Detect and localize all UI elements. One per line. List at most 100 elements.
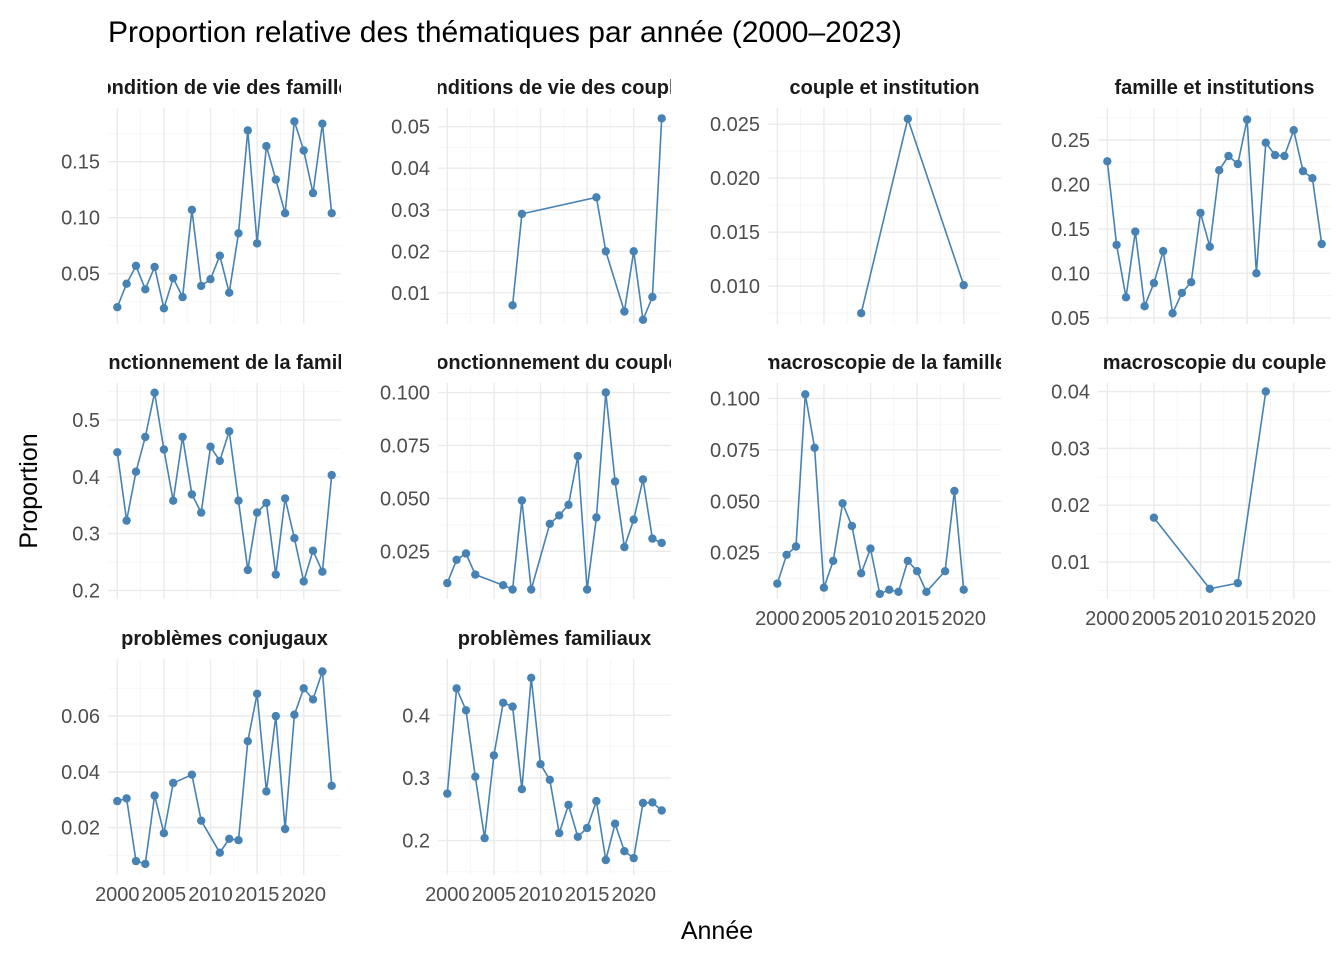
data-point	[582, 585, 592, 594]
y-tick-label: 0.075	[380, 435, 430, 457]
data-point	[1317, 239, 1326, 249]
chart-title: Proportion relative des thématiques par …	[108, 16, 902, 49]
data-point	[1270, 150, 1280, 160]
x-tick-label: 2000	[755, 608, 800, 630]
panel-2: 0.01 0.02 0.03 0.04 0.05 conditions de vie de…	[391, 77, 697, 324]
data-point	[327, 470, 336, 480]
x-tick-label: 2010	[848, 608, 893, 630]
x-tick-label: 2015	[565, 884, 610, 906]
data-point	[150, 388, 159, 397]
y-tick-label: 0.075	[710, 440, 760, 462]
facet-title: famille et institutions	[1114, 77, 1314, 99]
facet-title: couple et institution	[790, 77, 980, 99]
data-point	[243, 737, 252, 746]
data-point	[508, 301, 517, 310]
panel-5: 0.2 0.3 0.4 0.5 fonctionnement de la famille	[72, 353, 341, 602]
data-point	[308, 695, 318, 704]
data-point	[582, 823, 592, 833]
data-point	[819, 583, 829, 592]
data-point	[262, 141, 271, 151]
y-tick-label: 0.4	[402, 705, 430, 727]
y-tick-label: 0.15	[1051, 219, 1090, 241]
data-point	[271, 175, 280, 184]
data-point	[443, 789, 452, 798]
data-point	[1308, 174, 1317, 183]
data-point	[903, 114, 912, 124]
data-point	[1168, 309, 1177, 318]
data-point	[629, 853, 638, 863]
x-tick-label: 2020	[1271, 608, 1316, 630]
data-point	[215, 848, 224, 857]
data-point	[564, 500, 573, 509]
data-point	[215, 251, 224, 260]
y-tick-label: 0.02	[391, 241, 430, 263]
data-point	[1215, 166, 1224, 175]
data-point	[592, 796, 601, 806]
data-point	[950, 486, 959, 496]
data-point	[638, 315, 648, 324]
data-point	[657, 538, 666, 548]
data-point	[610, 819, 620, 828]
data-point	[555, 511, 564, 520]
data-point	[1187, 278, 1196, 287]
data-point	[280, 209, 290, 218]
series-line	[860, 115, 965, 314]
data-point	[508, 702, 517, 711]
data-point	[122, 516, 131, 525]
y-tick-label: 0.020	[710, 168, 760, 190]
y-tick-label: 0.2	[402, 831, 430, 853]
data-point	[318, 667, 327, 676]
x-tick-label: 2005	[142, 884, 187, 906]
data-point	[461, 549, 471, 558]
data-point	[243, 565, 252, 575]
data-point	[782, 550, 791, 559]
x-tick-label: 2005	[472, 884, 517, 906]
data-point	[620, 307, 629, 316]
x-tick-label: 2000	[95, 884, 140, 906]
data-point	[169, 496, 178, 505]
y-tick-label: 0.04	[61, 762, 100, 784]
data-point	[234, 836, 243, 845]
data-point	[187, 770, 197, 779]
data-point	[517, 496, 527, 505]
data-point	[912, 567, 922, 576]
data-point	[857, 569, 866, 578]
y-tick-label: 0.5	[72, 410, 100, 432]
y-tick-label: 0.2	[72, 580, 100, 602]
data-point	[225, 288, 234, 297]
y-tick-label: 0.01	[1051, 552, 1090, 574]
data-point	[1205, 242, 1215, 251]
x-tick-label: 2005	[1132, 608, 1177, 630]
data-point	[508, 585, 517, 594]
data-point	[573, 451, 582, 461]
data-point	[308, 188, 318, 198]
data-point	[471, 772, 480, 781]
data-point	[225, 834, 234, 843]
y-tick-label: 0.05	[1051, 308, 1090, 330]
data-point	[1159, 246, 1168, 256]
data-point	[857, 309, 866, 318]
data-point	[592, 193, 601, 202]
data-point	[629, 247, 638, 256]
facet-title: conditions de vie des couples	[412, 77, 697, 99]
data-point	[489, 751, 499, 760]
data-point	[471, 570, 480, 579]
data-point	[545, 519, 554, 528]
data-point	[527, 585, 536, 594]
data-point	[299, 684, 308, 693]
data-point	[290, 710, 299, 719]
data-point	[1224, 151, 1233, 161]
data-point	[1177, 288, 1187, 298]
data-point	[113, 303, 122, 312]
y-tick-label: 0.15	[61, 152, 100, 174]
data-point	[638, 475, 648, 484]
data-point	[620, 542, 629, 552]
data-point	[122, 279, 131, 288]
data-point	[1205, 584, 1215, 593]
data-point	[271, 570, 280, 579]
data-point	[327, 209, 336, 218]
y-tick-label: 0.025	[710, 114, 760, 136]
x-tick-label: 2020	[941, 608, 986, 630]
y-tick-label: 0.3	[402, 768, 430, 790]
data-point	[648, 798, 657, 807]
